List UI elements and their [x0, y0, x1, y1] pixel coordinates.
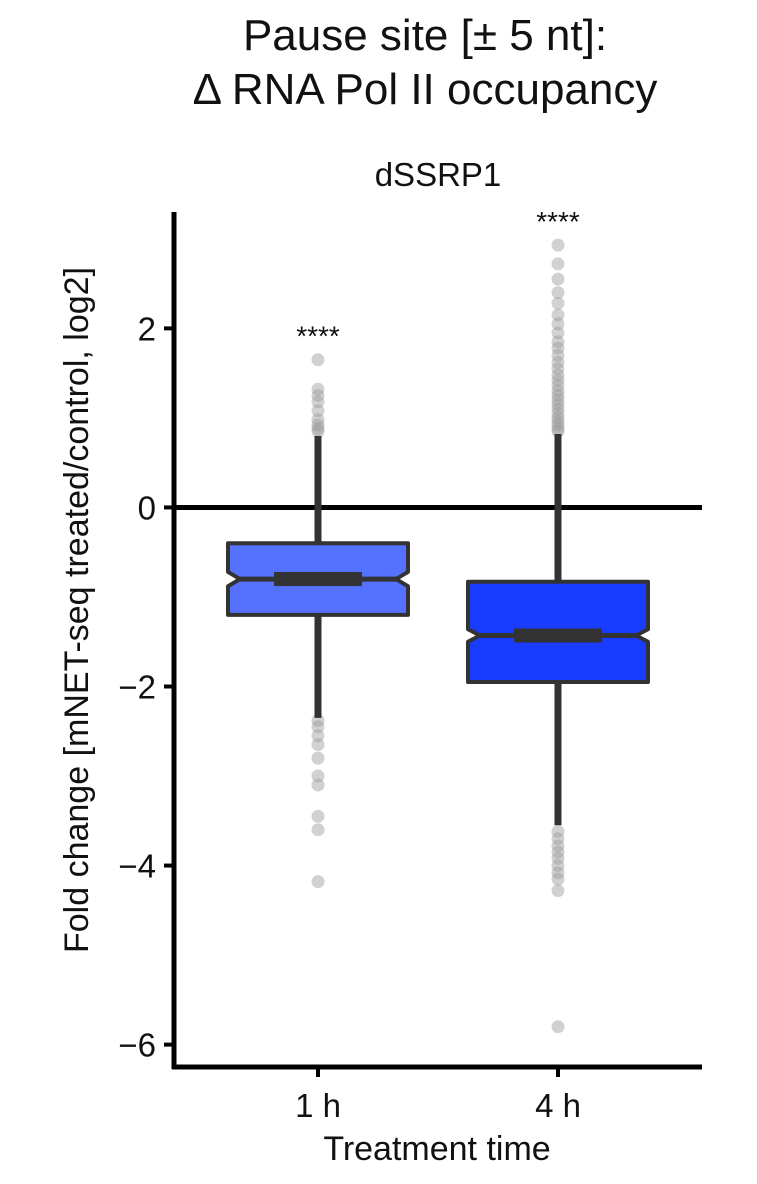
- outlier-point: [551, 368, 565, 382]
- outlier-point: [311, 424, 325, 438]
- median-notch-bar: [514, 628, 602, 643]
- outlier-point: [551, 839, 565, 853]
- outlier-point: [551, 362, 565, 376]
- outlier-point: [551, 317, 565, 331]
- outlier-point: [311, 809, 325, 823]
- outlier-point: [551, 379, 565, 393]
- outlier-point: [311, 769, 325, 783]
- outlier-point: [311, 823, 325, 837]
- outlier-point: [551, 411, 565, 425]
- outlier-point: [311, 353, 325, 367]
- significance-label: ****: [296, 321, 340, 352]
- outlier-point: [551, 286, 565, 300]
- outlier-point: [551, 866, 565, 880]
- outlier-point: [551, 414, 565, 428]
- y-tick-label: −6: [118, 1027, 156, 1064]
- outlier-point: [551, 355, 565, 369]
- outlier-point: [551, 832, 565, 846]
- outlier-point: [311, 720, 325, 734]
- outlier-point: [311, 382, 325, 396]
- outlier-point: [551, 341, 565, 355]
- outlier-point: [311, 418, 325, 432]
- x-tick-label: 4 h: [535, 1087, 581, 1124]
- outlier-point: [551, 296, 565, 310]
- y-tick-label: −4: [118, 848, 156, 885]
- chart-title-line-1: Pause site [± 5 nt]:: [243, 11, 607, 60]
- x-tick-label: 1 h: [295, 1087, 341, 1124]
- median-notch-bar: [274, 572, 362, 587]
- outlier-point: [551, 238, 565, 252]
- outlier-point: [551, 308, 565, 322]
- outlier-point: [311, 778, 325, 792]
- outlier-point: [551, 326, 565, 340]
- outlier-point: [551, 335, 565, 349]
- outlier-point: [551, 845, 565, 859]
- y-tick-label: 0: [138, 489, 156, 526]
- outlier-point: [311, 404, 325, 418]
- outlier-point: [551, 884, 565, 898]
- outlier-point: [311, 738, 325, 752]
- outlier-point: [551, 397, 565, 411]
- plot-area: 2 0 −2 −4 −6 1 h 4 h **** ****: [118, 206, 702, 1124]
- outlier-point: [551, 384, 565, 398]
- outlier-point: [311, 389, 325, 403]
- outlier-point: [551, 272, 565, 286]
- outlier-point: [311, 413, 325, 427]
- chart-title-line-2: Δ RNA Pol II occupancy: [193, 65, 658, 114]
- outlier-point: [551, 872, 565, 886]
- outlier-point: [551, 402, 565, 416]
- y-tick-label: 2: [138, 310, 156, 347]
- facet-label: dSSRP1: [375, 156, 502, 193]
- outlier-point: [551, 1020, 565, 1034]
- outlier-point: [551, 406, 565, 420]
- outlier-point: [311, 729, 325, 743]
- outlier-point: [551, 422, 565, 436]
- outlier-point: [311, 751, 325, 765]
- outlier-point: [551, 418, 565, 432]
- outlier-point: [551, 859, 565, 873]
- outlier-point: [551, 257, 565, 271]
- significance-label: ****: [536, 206, 580, 237]
- y-tick-label: −2: [118, 669, 156, 706]
- outlier-point: [551, 393, 565, 407]
- outlier-point: [551, 348, 565, 362]
- y-axis-label: Fold change [mNET-seq treated/control, l…: [58, 267, 96, 953]
- outlier-point: [551, 825, 565, 839]
- outlier-point: [551, 851, 565, 865]
- outlier-point: [551, 373, 565, 387]
- outlier-point: [311, 395, 325, 409]
- outlier-point: [551, 389, 565, 403]
- outlier-point: [311, 875, 325, 889]
- outlier-point: [311, 422, 325, 436]
- x-axis-label: Treatment time: [323, 1130, 550, 1168]
